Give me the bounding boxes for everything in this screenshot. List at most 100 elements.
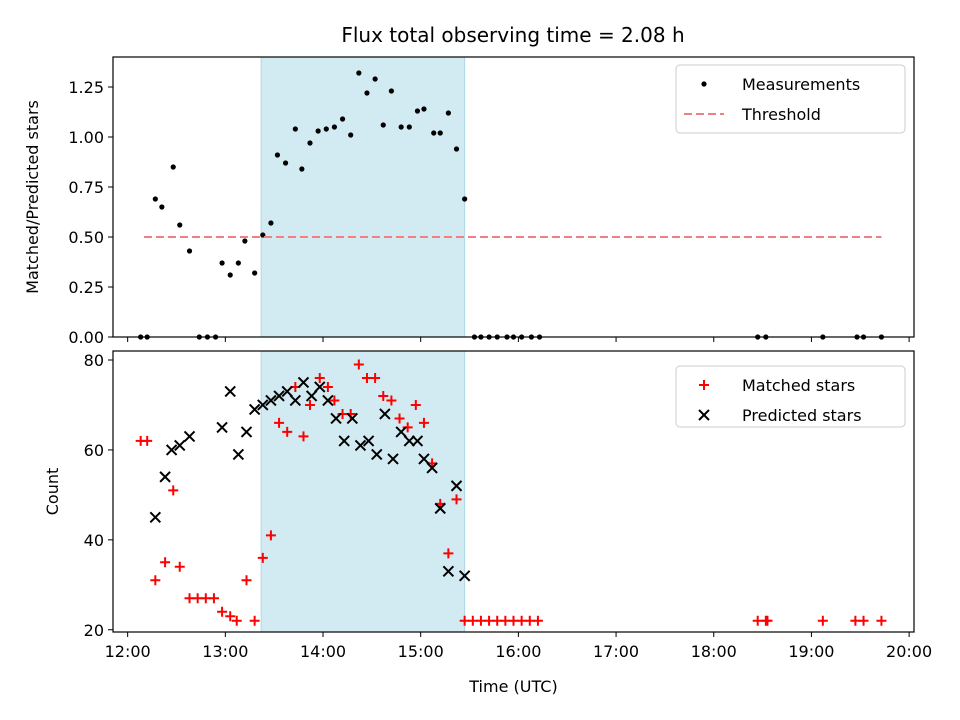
predicted-star-point	[314, 381, 326, 393]
y-tick-label: 20	[84, 621, 104, 640]
measurement-point	[380, 122, 386, 128]
count-panel: 20 40 60 80 12:00 13:00 14:00 15:00 16:00 17:00 18…	[43, 350, 932, 696]
predicted-star-point	[289, 394, 302, 407]
matched-star-point	[208, 593, 219, 604]
matched-star-point	[322, 381, 333, 392]
matched-star-point	[160, 557, 171, 568]
series-matched-stars	[135, 359, 887, 626]
predicted-star-point	[257, 399, 269, 411]
matched-star-point	[257, 552, 268, 563]
matched-star-point	[314, 372, 325, 383]
predicted-star-point	[450, 480, 463, 492]
measurement-point	[152, 196, 158, 202]
y-axis-label: Count	[43, 468, 62, 516]
measurement-point	[364, 90, 370, 96]
legend-box	[675, 64, 906, 134]
measurement-point	[331, 124, 338, 130]
matched-star-point	[394, 413, 405, 424]
y-tick-label: 80	[84, 351, 104, 370]
chart-title: Flux total observing time = 2.08 h	[341, 23, 684, 47]
matched-star-point	[249, 615, 260, 626]
x-tick-label: 14:00	[300, 642, 346, 661]
measurement-point	[406, 124, 412, 130]
measurement-point	[235, 260, 241, 266]
measurement-point	[177, 222, 183, 228]
legend-label: Predicted stars	[742, 406, 862, 425]
measurement-point	[219, 260, 225, 266]
measurement-point	[170, 164, 176, 170]
matched-star-point	[265, 530, 276, 541]
predicted-star-point	[240, 426, 253, 438]
legend-label: Threshold	[741, 105, 821, 124]
matched-star-point	[762, 615, 773, 626]
x-tick-label: 13:00	[202, 642, 248, 661]
predicted-star-point	[411, 435, 424, 447]
matched-star-point	[443, 548, 454, 559]
y-tick-label: 0.00	[68, 328, 104, 347]
predicted-star-point	[338, 435, 350, 447]
matched-star-point	[386, 395, 397, 406]
measurement-point	[159, 204, 165, 210]
predicted-star-point	[174, 439, 186, 452]
matched-star-point	[858, 615, 869, 626]
predicted-star-point	[458, 570, 471, 582]
measurement-point	[356, 70, 362, 76]
y-tick-label: 0.75	[68, 178, 104, 197]
observing-window-band	[260, 350, 466, 633]
predicted-star-point	[305, 390, 318, 402]
measurement-point	[462, 196, 468, 202]
measurement-point	[323, 126, 329, 132]
matched-star-point	[353, 359, 364, 370]
matched-star-point	[142, 435, 153, 446]
legend-x-swatch	[698, 409, 710, 421]
predicted-star-point	[379, 408, 391, 420]
measurement-point	[292, 126, 298, 132]
legend-label: Measurements	[742, 75, 860, 94]
matched-star-point	[174, 561, 185, 572]
predicted-star-point	[330, 412, 342, 425]
measurement-point	[282, 160, 289, 166]
measurement-point	[339, 116, 346, 122]
matched-star-point	[241, 575, 252, 586]
matched-star-point	[378, 390, 389, 401]
predicted-star-point	[273, 390, 285, 402]
measurement-point	[242, 238, 248, 244]
predicted-star-point	[165, 444, 178, 456]
x-tick-label: 16:00	[495, 642, 541, 661]
measurement-point	[186, 248, 193, 254]
y-axis-label: Matched/Predicted stars	[23, 100, 42, 294]
legend-dot-swatch	[701, 81, 707, 87]
x-tick-label: 17:00	[593, 642, 639, 661]
measurement-point	[388, 88, 394, 94]
predicted-star-point	[183, 430, 196, 443]
predicted-star-point	[418, 453, 430, 465]
predicted-star-point	[297, 376, 310, 389]
y-tick-label: 0.50	[68, 228, 104, 247]
measurement-point	[431, 130, 437, 136]
predicted-star-point	[354, 439, 367, 452]
ratio-panel: 0.00 0.25 0.50 0.75 1.00 1.25 Matched/Predicte…	[23, 56, 915, 347]
measurement-point	[274, 152, 281, 158]
matched-star-point	[282, 426, 293, 437]
y-tick-label: 60	[84, 441, 104, 460]
matched-star-point	[304, 399, 315, 410]
predicted-star-point	[426, 462, 438, 474]
y-tick-label: 40	[84, 531, 104, 550]
matched-star-point	[329, 395, 340, 406]
y-tick-label: 1.25	[68, 78, 104, 97]
x-tick-label: 19:00	[788, 642, 834, 661]
matched-star-point	[231, 615, 242, 626]
predicted-star-point	[395, 426, 407, 438]
series-predicted-stars	[149, 376, 471, 582]
axes-frame	[112, 56, 915, 338]
predicted-star-point	[159, 471, 171, 483]
predicted-star-point	[216, 421, 228, 434]
measurement-point	[445, 110, 451, 116]
y-tick-label: 0.25	[68, 278, 104, 297]
x-axis-label: Time (UTC)	[468, 677, 557, 696]
predicted-star-point	[232, 448, 245, 461]
measurement-point	[252, 270, 258, 276]
y-tick-label: 1.00	[68, 128, 104, 147]
x-tick-label: 12:00	[105, 642, 151, 661]
observing-window-band	[260, 56, 466, 338]
